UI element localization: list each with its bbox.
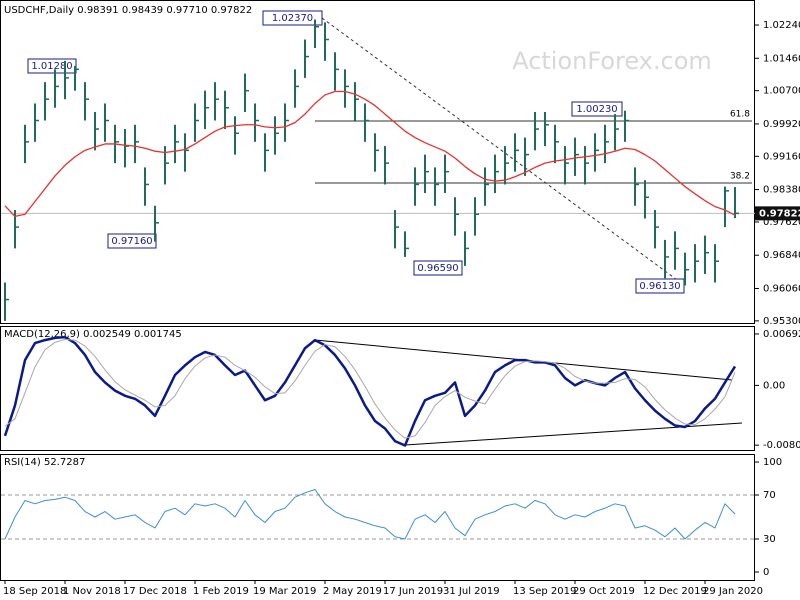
x-tick-label: 13 Sep 2019 <box>513 586 576 597</box>
price-label: 0.96590 <box>413 260 463 276</box>
x-tick-label: 31 Jul 2019 <box>443 586 500 597</box>
rsi-panel <box>0 454 755 581</box>
y-tick-label: 0 <box>763 567 769 578</box>
price-label-text: 0.97160 <box>111 236 152 247</box>
price-label: 0.97160 <box>107 233 157 249</box>
y-tick-label: -0.008049 <box>763 440 800 451</box>
x-tick-label: 1 Feb 2019 <box>193 586 249 597</box>
macd-panel <box>0 326 755 451</box>
fib-label: 38.2 <box>730 172 750 182</box>
x-tick-label: 12 Dec 2019 <box>643 586 707 597</box>
line <box>3 335 737 447</box>
trend-line <box>321 17 685 286</box>
x-tick-label: 1 Nov 2018 <box>63 586 121 597</box>
y-tick-label: 100 <box>763 457 782 468</box>
price-label-text: 0.96130 <box>639 281 680 292</box>
y-tick-label: 0.006927 <box>763 329 800 340</box>
y-tick-label: 1.01460 <box>763 53 800 64</box>
price-label: 1.02370 <box>262 10 323 26</box>
x-tick-label: 17 Jun 2019 <box>383 586 443 597</box>
y-tick-label: 30 <box>763 534 776 545</box>
last-price-tag <box>755 206 800 221</box>
price-label: 0.96130 <box>635 278 685 294</box>
panel-title: MACD(12,26,9) 0.002549 0.001745 <box>4 329 182 340</box>
x-tick-label: 2 May 2019 <box>323 586 382 597</box>
x-tick-label: 19 Mar 2019 <box>253 586 316 597</box>
line <box>4 338 736 439</box>
y-tick-label: 1.02240 <box>763 20 800 31</box>
x-tick-label: 18 Sep 2018 <box>3 586 66 597</box>
price-label-text: 1.02370 <box>272 13 313 24</box>
line <box>4 90 736 218</box>
price-label: 1.00230 <box>571 101 623 117</box>
price-label: 1.01280 <box>27 58 77 74</box>
price-panel <box>0 0 755 324</box>
fib-label: 61.8 <box>730 110 750 120</box>
y-tick-label: 0.00 <box>763 380 785 391</box>
y-tick-label: 70 <box>763 490 776 501</box>
x-tick-label: 29 Oct 2019 <box>573 586 635 597</box>
price-label-text: 1.01280 <box>31 61 72 72</box>
watermark: ActionForex.com <box>512 47 712 75</box>
panel-title: RSI(14) 52.7287 <box>4 457 85 468</box>
x-tick-label: 17 Dec 2018 <box>123 586 187 597</box>
panel-title: USDCHF,Daily 0.98391 0.98439 0.97710 0.9… <box>4 5 252 16</box>
price-label-text: 0.96590 <box>417 263 458 274</box>
x-tick-label: 29 Jan 2020 <box>703 586 763 597</box>
price-label-text: 1.00230 <box>576 104 617 115</box>
line <box>4 489 736 540</box>
last-price-label: 0.97822 <box>759 208 800 219</box>
